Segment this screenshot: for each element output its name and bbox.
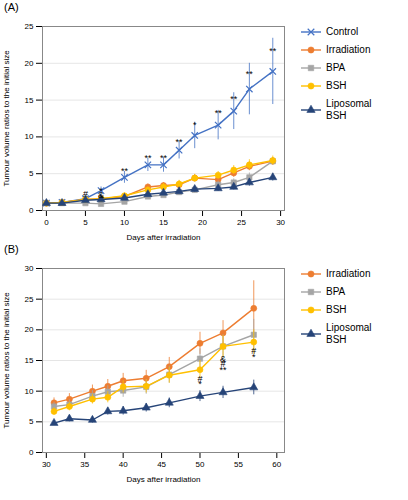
svg-text:30: 30 [276,218,285,227]
svg-text:**: ** [220,365,228,375]
svg-text:5: 5 [29,417,34,426]
html-text:Liposomal BSH: Liposomal BSH [326,98,372,121]
svg-text:5: 5 [83,218,88,227]
html-text:(B): (B) [4,243,19,255]
svg-text:25: 25 [25,295,34,304]
html-text:BSH: BSH [326,80,347,91]
svg-text:**: ** [160,153,168,163]
html-text:BSH: BSH [326,304,347,315]
svg-text:**: ** [230,94,238,104]
html-text:BPA: BPA [326,286,346,297]
svg-text:**: ** [121,166,129,176]
svg-text:5: 5 [29,169,34,178]
html-text:Irradiation: Irradiation [326,268,371,279]
svg-text:35: 35 [80,460,89,469]
svg-text:*: * [198,379,202,389]
html-text:BPA: BPA [326,62,346,73]
svg-text:**: ** [176,137,184,147]
svg-text:**: ** [144,153,152,163]
svg-text:55: 55 [234,460,243,469]
svg-text:30: 30 [42,460,51,469]
svg-text:10: 10 [25,132,34,141]
svg-text:25: 25 [25,22,34,31]
svg-text:0: 0 [44,218,49,227]
svg-text:Days after irradiation: Days after irradiation [127,475,201,484]
svg-text:45: 45 [157,460,166,469]
html-text:Liposomal BSH: Liposomal BSH [326,322,372,345]
svg-text:0: 0 [29,448,34,457]
svg-text:**: ** [215,108,223,118]
svg-text:20: 20 [25,59,34,68]
html-text:Control: Control [326,26,359,37]
svg-text:#: # [83,189,88,199]
svg-text:15: 15 [25,356,34,365]
svg-text:10: 10 [120,218,129,227]
svg-text:*: * [193,120,197,130]
svg-text:**: ** [269,46,277,56]
svg-text:15: 15 [159,218,168,227]
svg-text:25: 25 [237,218,246,227]
svg-text:10: 10 [25,387,34,396]
svg-text:*: * [252,352,256,362]
svg-text:20: 20 [198,218,207,227]
svg-text:30: 30 [25,264,34,273]
html-text:Irradiation: Irradiation [326,44,371,55]
svg-text:Tumour volume ratios to the in: Tumour volume ratios to the initial size [2,292,11,429]
svg-text:20: 20 [25,325,34,334]
svg-text:**: ** [246,69,254,79]
svg-text:50: 50 [196,460,205,469]
svg-text:60: 60 [272,460,281,469]
svg-text:15: 15 [25,96,34,105]
svg-text:Tumour volume ratios to the in: Tumour volume ratios to the initial size [2,50,11,187]
svg-text:40: 40 [119,460,128,469]
svg-text:0: 0 [29,206,34,215]
svg-text:Days after irradiation: Days after irradiation [127,233,201,242]
svg-text:&: & [98,190,104,200]
html-text:(A): (A) [4,1,19,13]
